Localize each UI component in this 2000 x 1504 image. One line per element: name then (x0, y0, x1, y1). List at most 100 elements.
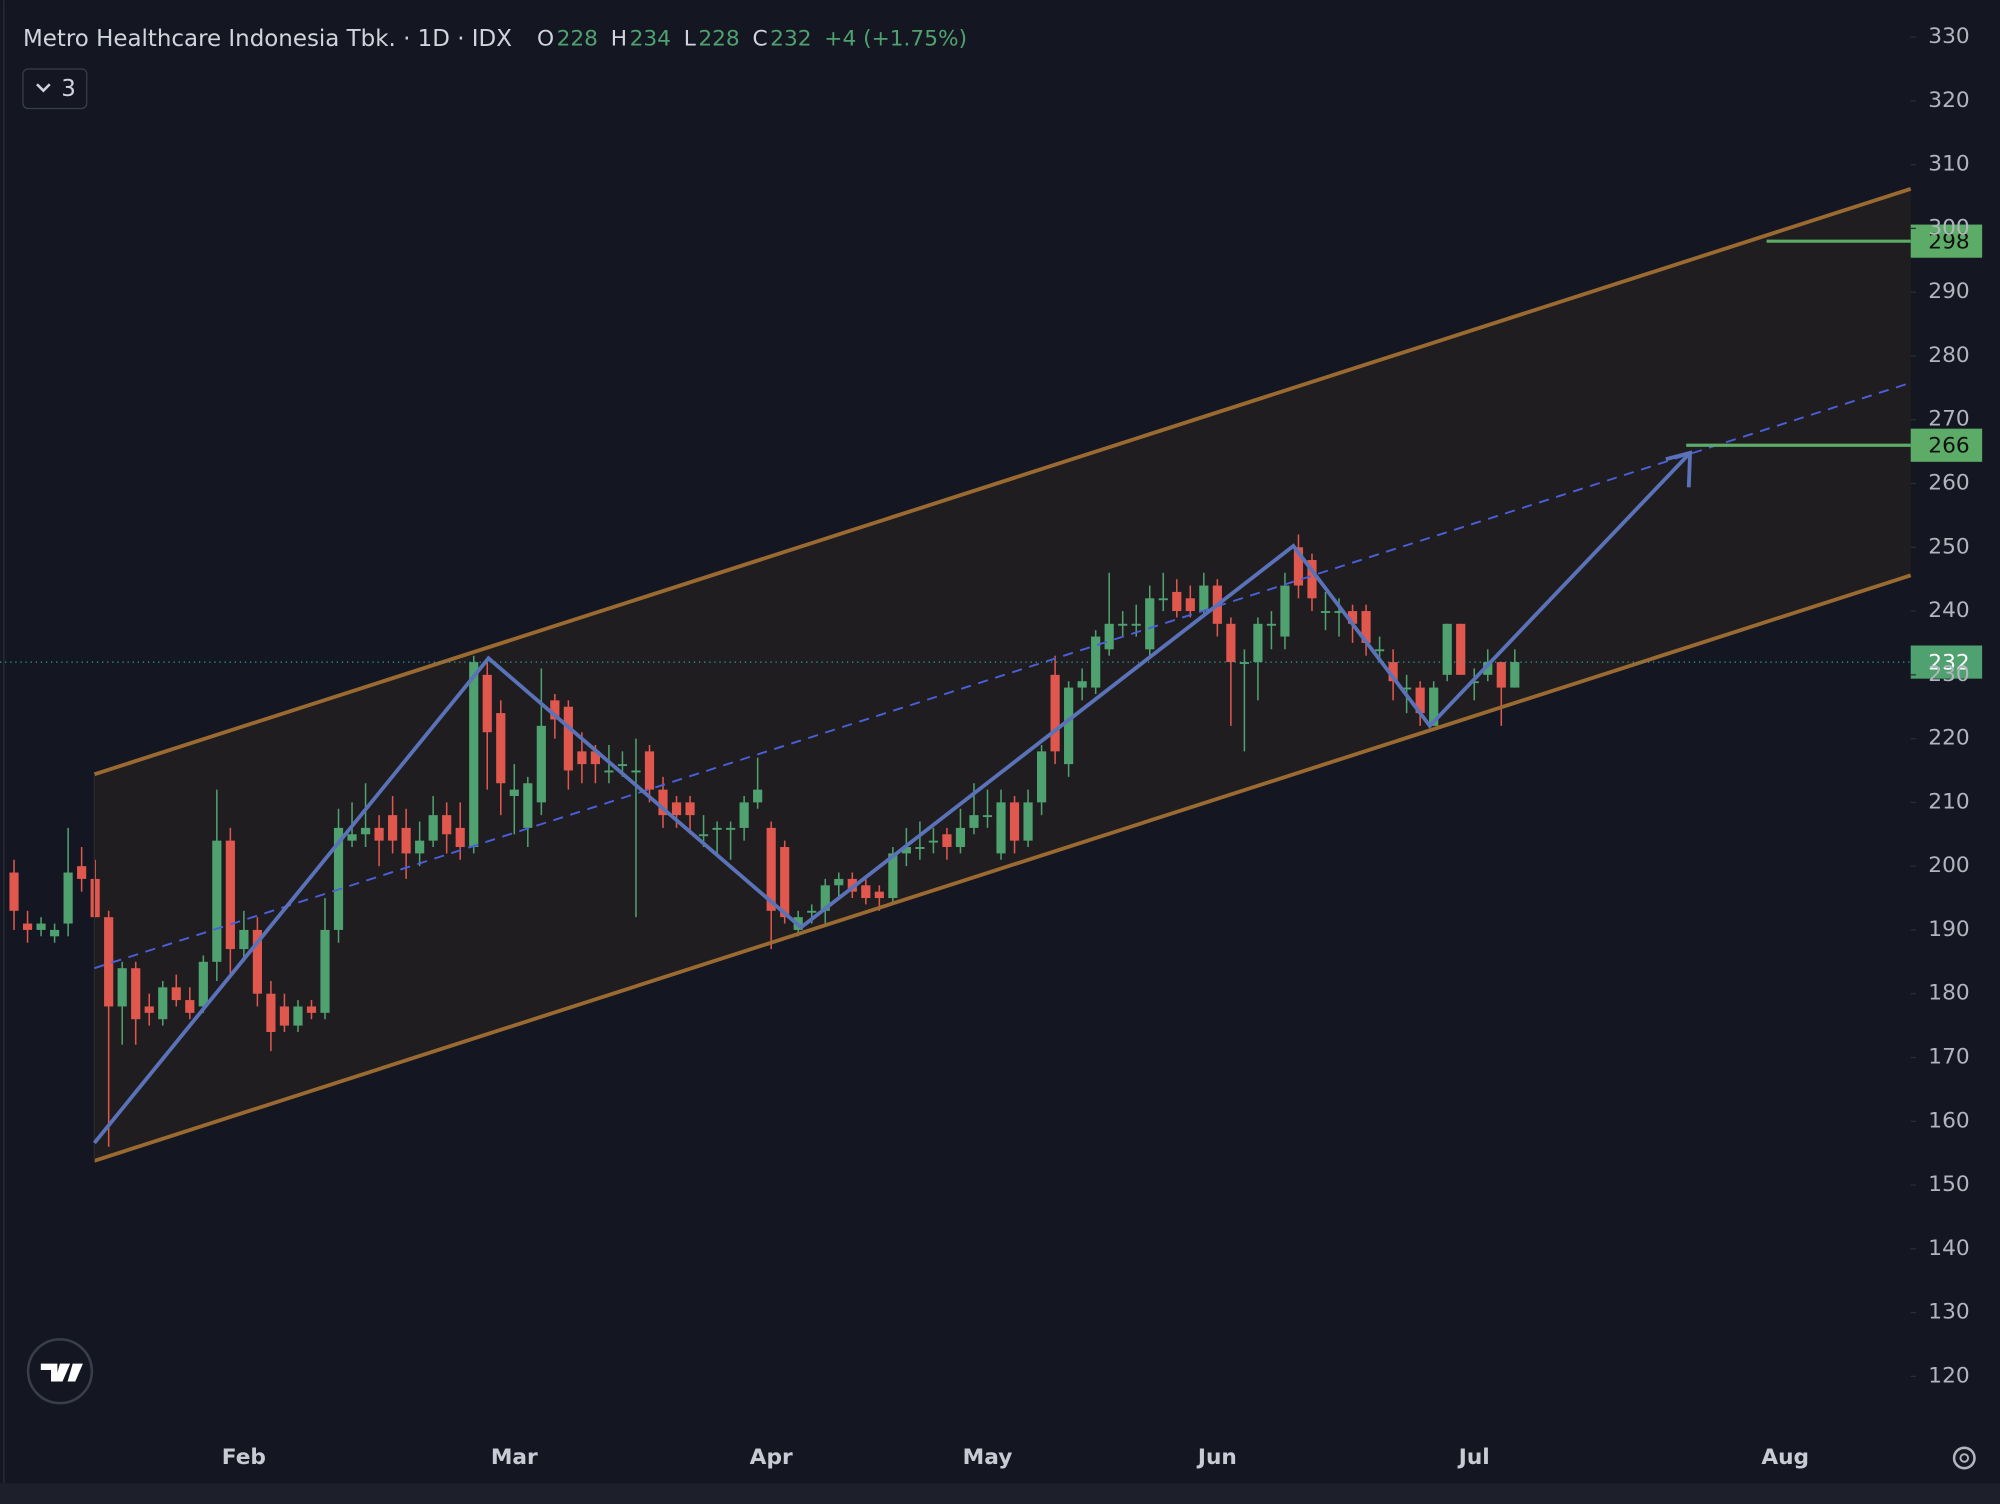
candle-body (1361, 611, 1371, 643)
candle-body (496, 713, 506, 784)
candle-body (1145, 598, 1155, 650)
ohlc-key: C (752, 27, 767, 52)
y-tick-label: 230 (1928, 662, 1969, 687)
candle-body (1199, 585, 1209, 612)
candle-body (1185, 598, 1195, 612)
candle-body (563, 706, 573, 771)
candle-body (1009, 802, 1020, 841)
candle-body (888, 853, 898, 899)
candle-body (1226, 623, 1236, 663)
candle-body (780, 847, 790, 918)
channel-midline (94, 381, 1912, 970)
candle-body (1131, 623, 1141, 626)
y-tick-label: 320 (1928, 88, 1969, 113)
candle-body (320, 929, 330, 1013)
candle-body (874, 891, 884, 899)
channel-upper (93, 187, 1912, 777)
candle-body (374, 827, 384, 841)
y-tick-label: 190 (1928, 917, 1969, 942)
candle-body (1036, 751, 1047, 803)
candle-body (1334, 611, 1344, 613)
candle-body (820, 885, 830, 911)
candle-body (1064, 687, 1074, 765)
axes: 120 130 140 150 160 170 180 190 200 210 220 230 240 2… (222, 24, 1970, 1470)
candle-body (1320, 611, 1331, 613)
indicator-count: 3 (61, 76, 76, 102)
candle-body (671, 802, 682, 816)
y-tick-label: 150 (1928, 1172, 1969, 1197)
candle-body (306, 1006, 317, 1013)
candle-body (928, 840, 939, 843)
candle-body (266, 993, 276, 1032)
candle-body (604, 770, 614, 773)
candle-body (631, 770, 641, 773)
candle-body (753, 789, 763, 803)
y-tick-label: 220 (1928, 726, 1969, 751)
candle-body (1172, 591, 1182, 612)
candle-body (22, 923, 33, 930)
logo-mark (40, 1363, 83, 1382)
candle-body (861, 885, 871, 899)
candle-body (726, 827, 736, 830)
candle-body (1293, 547, 1304, 586)
candle-body (955, 827, 966, 848)
candle-body (617, 764, 628, 767)
candle-body (90, 878, 100, 918)
candle-body (658, 789, 668, 816)
arrow-head (1665, 450, 1693, 488)
candle-body (239, 929, 249, 950)
candle-body (171, 987, 181, 1001)
candle-body (807, 910, 817, 913)
candle-body (969, 815, 979, 828)
candle-body (104, 917, 114, 1007)
indicator-toggle[interactable] (22, 68, 88, 110)
y-tick-label: 270 (1928, 407, 1969, 432)
chevron-icon (36, 83, 51, 93)
candle-body (428, 815, 438, 841)
y-tick-label: 130 (1928, 1300, 1969, 1325)
candle-body (131, 968, 141, 1020)
candle-body (144, 1006, 154, 1013)
settings-icon[interactable] (1952, 1446, 1976, 1470)
candle-body (996, 802, 1006, 854)
candle-body (198, 961, 208, 1007)
channel-lower (93, 573, 1912, 1163)
candle-body (415, 840, 425, 854)
candle-body (252, 929, 262, 994)
candle-body (590, 751, 601, 765)
candle-body (9, 872, 19, 911)
candle-body (185, 1000, 195, 1013)
candle-body (644, 751, 655, 790)
candle-body (63, 872, 73, 924)
candle-body (1091, 636, 1101, 688)
candle-body (347, 834, 357, 841)
y-tick-label: 250 (1928, 534, 1969, 559)
candle-body (942, 834, 952, 848)
candle-body (1239, 662, 1249, 664)
ohlc-value: 228 (698, 27, 739, 52)
level-box (1910, 428, 1983, 462)
candle-body (698, 834, 709, 837)
ohlc-key: L (684, 27, 696, 52)
chart-title: Metro Healthcare Indonesia Tbk. · 1D · I… (23, 26, 512, 52)
last-price-label: 232 (1928, 650, 1969, 675)
candle-body (1429, 687, 1439, 726)
candle-body (1402, 687, 1412, 690)
candle-body (1510, 662, 1520, 688)
candle-body (536, 725, 546, 803)
candle-body (1483, 662, 1493, 675)
candle-body (901, 847, 911, 854)
ohlc-key: O (537, 27, 554, 52)
candle-body (1415, 687, 1425, 714)
candle-body (158, 987, 168, 1020)
y-tick-label: 210 (1928, 789, 1969, 814)
y-tick-label: 120 (1928, 1363, 1969, 1388)
zigzag-path (92, 451, 1692, 1145)
candle-body (1280, 585, 1290, 637)
candle-body (36, 923, 46, 930)
candle-body (915, 847, 925, 849)
candle-body (455, 827, 465, 848)
candle-body (1456, 623, 1466, 675)
candle-body (1496, 662, 1506, 688)
